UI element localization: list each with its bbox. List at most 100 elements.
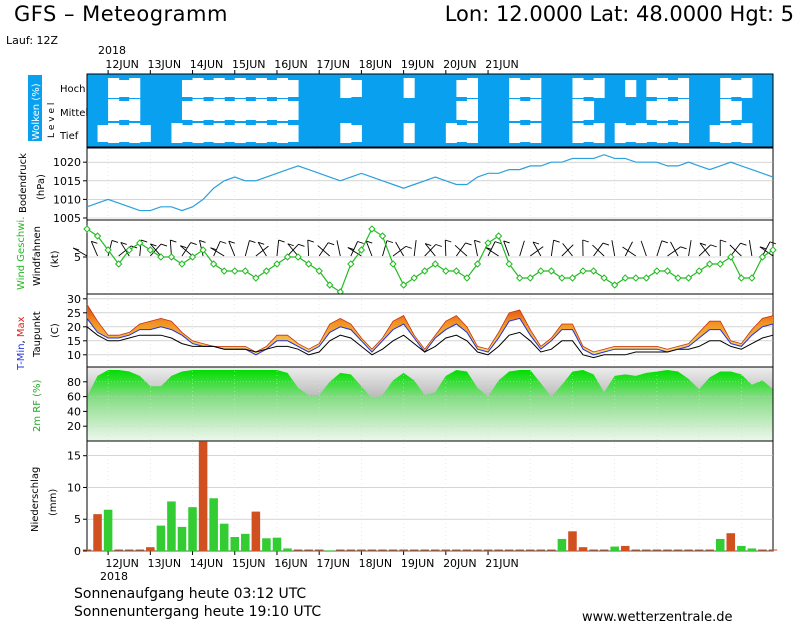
cloud-block — [667, 101, 679, 120]
day-label-bottom: 21JUN — [485, 557, 519, 570]
cloud-block — [466, 99, 478, 121]
website-link[interactable]: www.wetterzentrale.de — [582, 610, 733, 625]
cloud-block — [287, 101, 299, 120]
wind-speed-marker — [684, 274, 693, 282]
precip-bar — [388, 549, 398, 551]
wind-speed-marker — [241, 267, 250, 275]
precip-bar — [188, 507, 197, 551]
wind-barb-feather — [435, 244, 442, 247]
cloud-block — [730, 80, 742, 97]
dewpoint-line — [86, 326, 774, 359]
wind-barb-feather — [258, 241, 265, 245]
precip-bar — [167, 501, 176, 551]
wind-panel-label-colored: Wind Geschwi. — [16, 217, 27, 290]
wind-speed-marker — [621, 274, 629, 282]
wind-barb — [228, 240, 236, 257]
wind-speed-marker — [220, 267, 228, 275]
y-tick-label: 20 — [67, 321, 81, 334]
cloud-block — [129, 99, 141, 121]
cloud-level-label: L e v e l — [47, 103, 57, 138]
wind-speed-marker — [716, 260, 724, 268]
cloud-block — [192, 78, 204, 98]
cloud-block — [276, 78, 289, 98]
precip-bar — [557, 538, 567, 551]
wind-barb — [640, 240, 647, 257]
cloud-block — [213, 78, 225, 98]
cloud-block — [234, 99, 246, 121]
cloud-block — [583, 125, 595, 142]
cloud-block — [667, 125, 679, 142]
wind-speed-marker — [294, 253, 302, 261]
wind-speed-marker — [167, 253, 176, 261]
cloud-block — [509, 99, 521, 121]
precip-bar — [409, 549, 419, 551]
wind-panel: Wind Geschwi. Windfahnen (kt) — [16, 217, 777, 296]
precip-bar — [378, 549, 387, 551]
cloud-block — [171, 123, 183, 143]
cloud-block — [350, 80, 362, 97]
wind-barb — [456, 242, 466, 257]
cloud-block — [340, 78, 352, 98]
cloud-block — [276, 123, 289, 143]
cloud-block — [656, 99, 668, 121]
location-coordinates: Lon: 12.0000 Lat: 48.0000 Hgt: 5 — [444, 2, 794, 26]
sunrise-text: Sonnenaufgang heute 03:12 UTC — [74, 586, 307, 602]
wind-barb — [317, 245, 331, 257]
cloud-block — [530, 99, 542, 121]
day-label-top: 19JUN — [401, 58, 435, 71]
cloud-block — [530, 123, 542, 143]
cloud-block — [340, 123, 352, 143]
precip-bar — [283, 548, 292, 551]
wind-barb — [611, 240, 616, 257]
precip-bar — [198, 441, 208, 551]
precip-bar — [114, 549, 123, 551]
wind-barb-feather — [287, 243, 294, 247]
wind-speed-marker — [368, 225, 376, 233]
wind-barb-feather — [150, 243, 157, 247]
day-label-top: 20JUN — [443, 58, 477, 71]
wind-barb — [730, 242, 741, 257]
precipitation-panel: Niederschlag (mm) — [30, 440, 778, 552]
wind-barb — [667, 246, 681, 257]
precip-bar — [146, 547, 155, 551]
wind-barb — [210, 247, 225, 257]
year-label-bottom: 2018 — [100, 570, 128, 583]
cloud-block — [667, 80, 679, 97]
precip-bar — [304, 549, 313, 551]
wind-barbs — [72, 239, 777, 257]
day-label-bottom: 19JUN — [401, 557, 435, 570]
wind-speed-marker — [769, 246, 777, 254]
precip-bar — [367, 549, 377, 551]
cloud-block — [203, 80, 215, 97]
cloud-block — [646, 80, 658, 97]
y-tick-label: 1020 — [53, 156, 81, 169]
wind-speed-marker — [410, 274, 418, 282]
precip-bar — [684, 549, 693, 551]
cloud-block — [519, 125, 531, 142]
y-tick-label: 80 — [67, 376, 81, 389]
precip-bar — [758, 549, 767, 551]
wind-speed-marker — [178, 260, 186, 268]
precip-bar — [768, 549, 778, 551]
wind-speed-marker — [558, 274, 566, 282]
precip-bar — [536, 549, 546, 551]
wind-barb — [244, 240, 250, 257]
day-label-bottom: 12JUN — [105, 557, 139, 570]
wind-panel-unit: (kt) — [50, 250, 61, 268]
cloud-block — [509, 123, 521, 143]
y-tick-label: 1005 — [53, 212, 81, 225]
wind-speed-marker — [315, 267, 323, 275]
wind-barb — [454, 244, 468, 257]
wind-barb — [392, 246, 407, 257]
cloud-block — [118, 125, 130, 142]
precip-bar — [462, 549, 472, 551]
y-tick-label: 5 — [74, 251, 81, 264]
wind-barb — [519, 240, 525, 257]
precip-bar — [494, 549, 503, 551]
wind-barb — [670, 241, 679, 257]
wind-speed-marker — [705, 260, 714, 268]
y-tick-label: 10 — [67, 349, 81, 362]
wind-speed-marker — [188, 253, 197, 261]
wind-speed-marker — [125, 246, 133, 254]
wind-barb — [473, 240, 478, 257]
